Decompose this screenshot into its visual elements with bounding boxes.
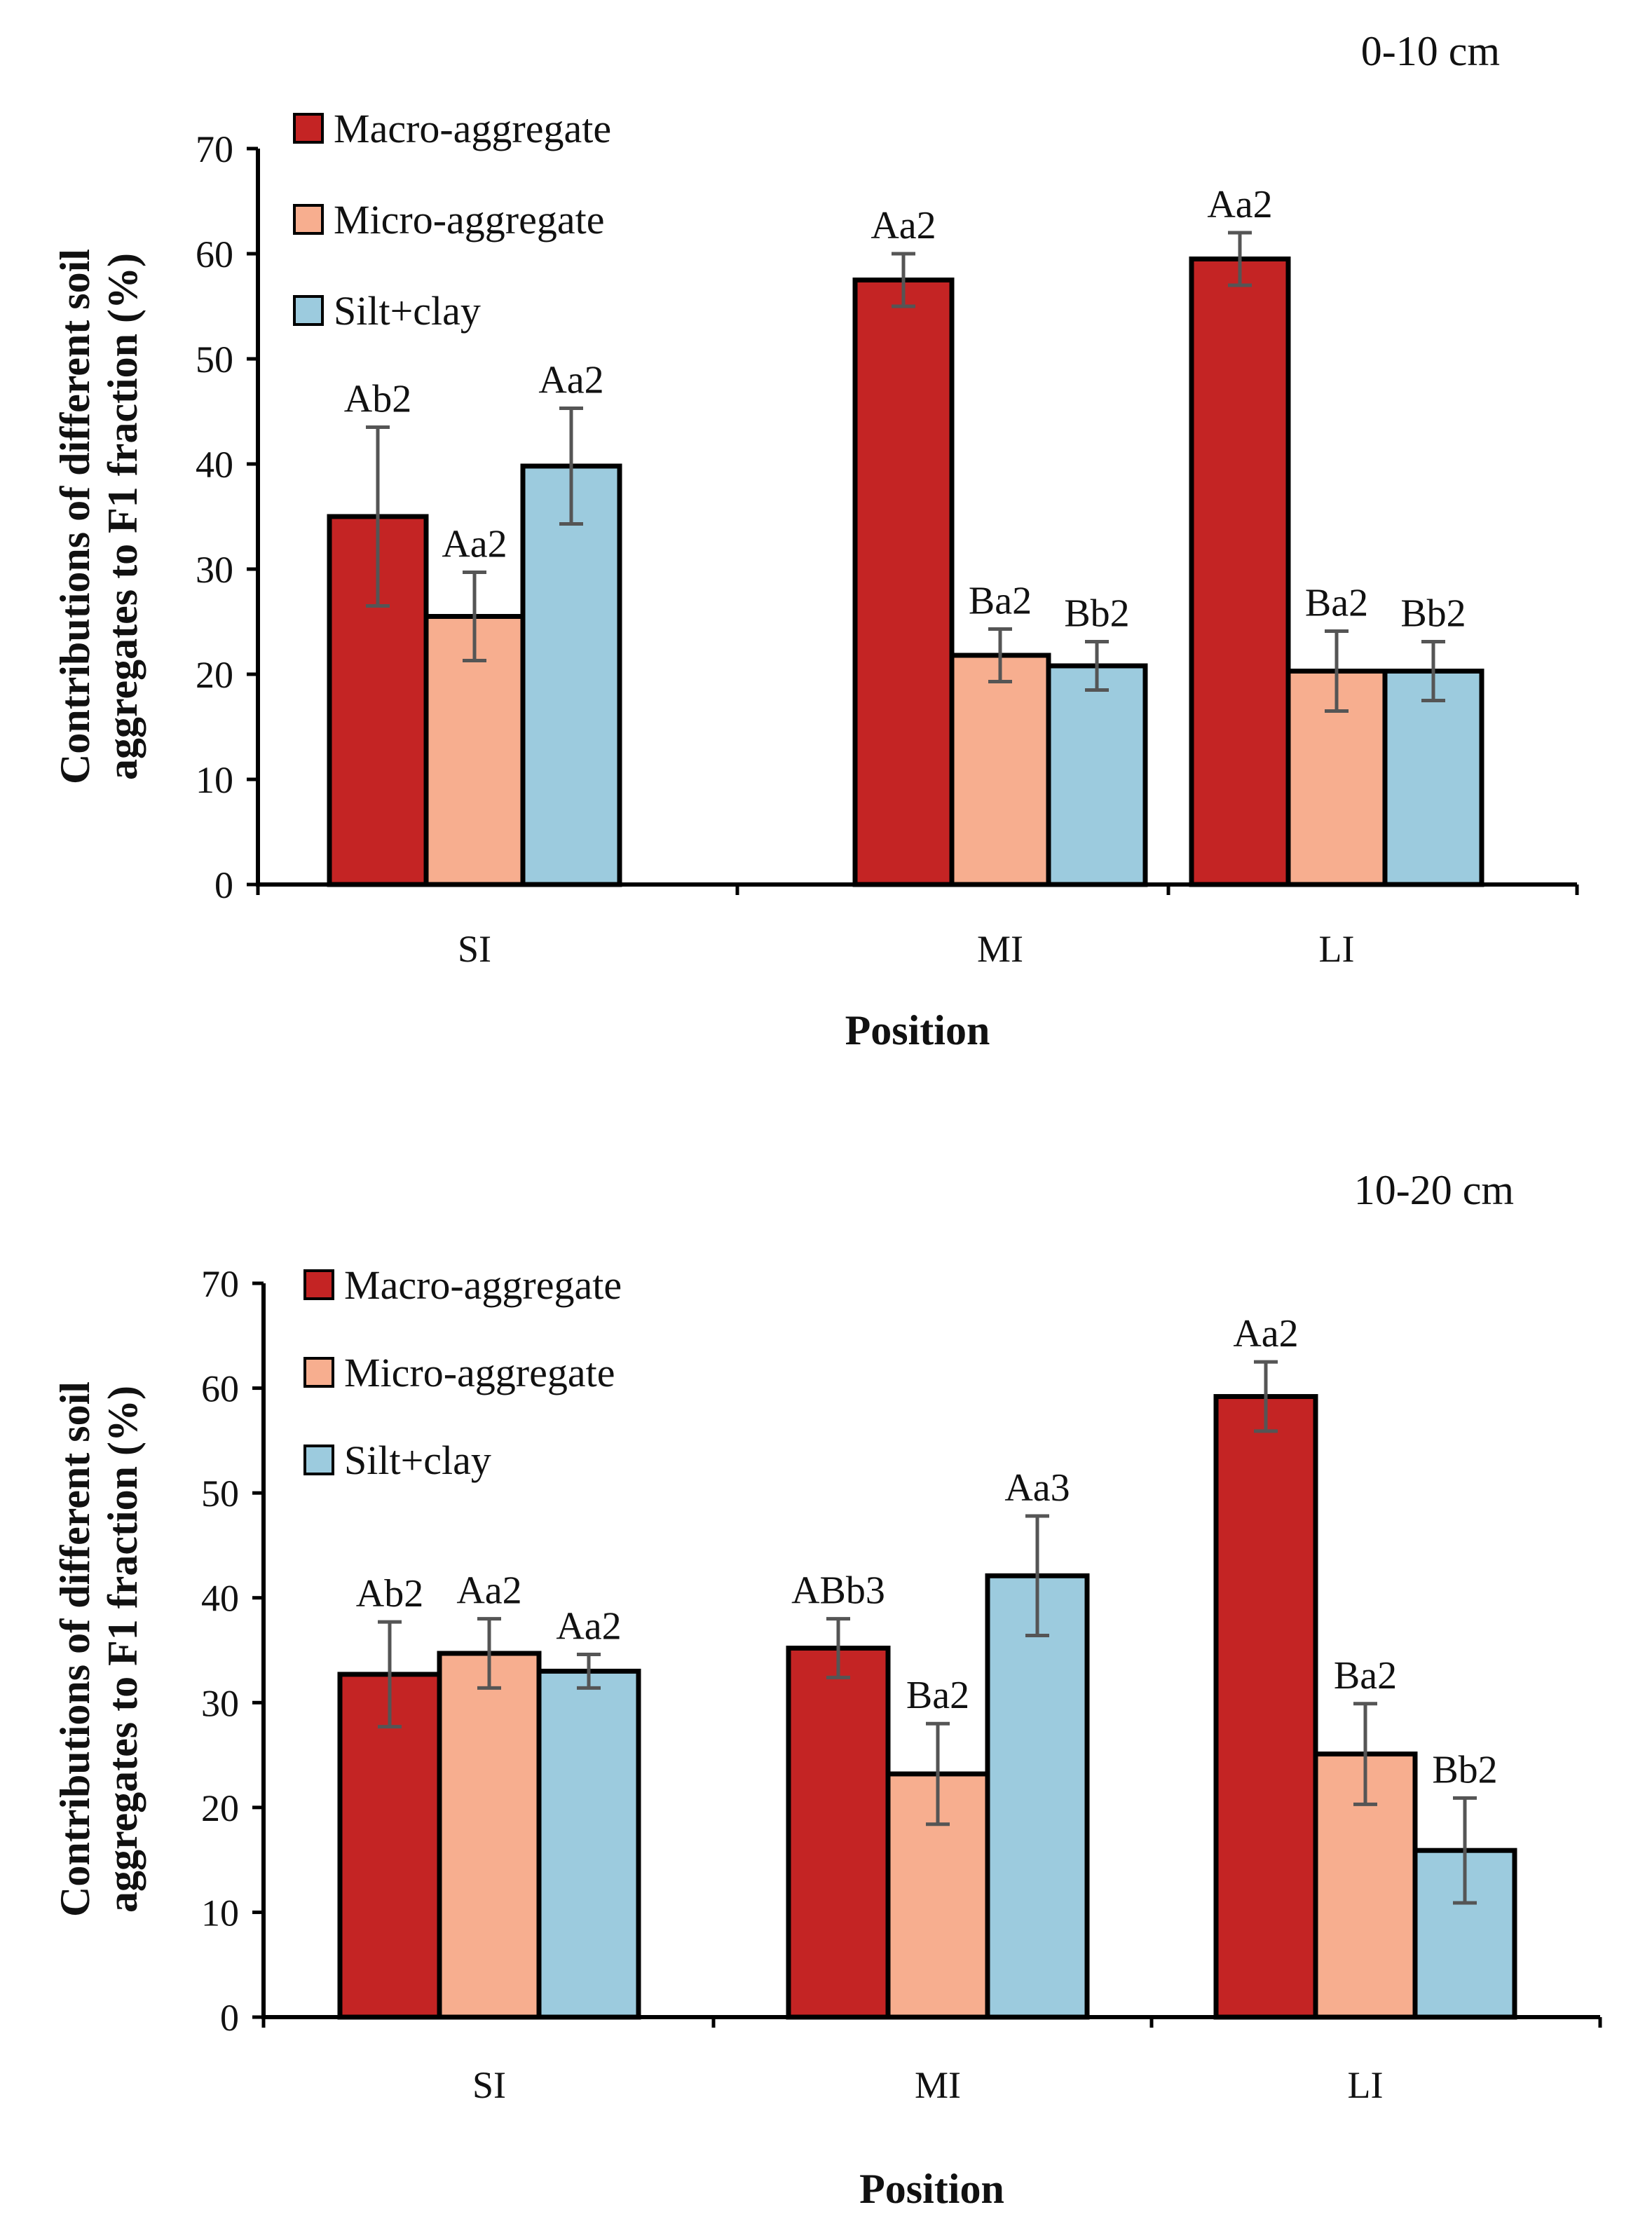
y-tick-label: 0 [220,1997,239,2039]
significance-label: Aa2 [442,523,507,566]
significance-label: Aa2 [1233,1312,1298,1355]
significance-label: Aa2 [1207,183,1272,226]
legend-swatch [293,204,324,235]
y-tick-label: 70 [196,128,233,170]
y-tick-label: 20 [201,1787,239,1829]
bar-LI-macro-aggregate [1189,257,1291,887]
bar-MI-micro-aggregate [949,653,1051,887]
significance-label: Aa2 [456,1569,521,1613]
bar-SI-silt-clay [520,463,622,887]
y-tick-label: 40 [201,1578,239,1620]
y-tick-label: 50 [196,339,233,381]
x-axis-title: Position [845,1007,990,1053]
bar-MI-macro-aggregate [786,1646,891,2020]
legend-label: Silt+clay [334,288,481,334]
legend-swatch [303,1357,334,1388]
legend-label: Micro-aggregate [334,197,604,243]
y-tick-label: 20 [196,654,233,696]
y-axis-title-line: aggregates to F1 fraction (%) [100,253,146,780]
significance-label: Bb2 [1400,592,1466,636]
bar-LI-macro-aggregate [1213,1394,1318,2020]
bar-SI-micro-aggregate [437,1651,542,2020]
y-axis-title-line: aggregates to F1 fraction (%) [100,1386,146,1913]
y-tick-label: 40 [196,444,233,486]
y-axis-title: Contributions of different soilaggregate… [52,1381,146,1917]
significance-label: Ab2 [344,378,411,421]
x-tick-label: SI [472,2064,506,2106]
legend-swatch [303,1269,334,1300]
significance-label: Ba2 [1334,1654,1397,1698]
significance-label: ABb3 [791,1569,885,1613]
depth-label: 0-10 cm [1361,28,1500,74]
significance-label: Ba2 [1305,582,1368,625]
y-tick-label: 50 [201,1473,239,1515]
y-tick-label: 70 [201,1263,239,1305]
significance-label: Ba2 [969,580,1032,623]
bar-SI-silt-clay [536,1668,641,2020]
x-tick-label: LI [1348,2064,1384,2106]
y-axis-title-line: Contributions of different soil [52,249,98,784]
legend-label: Micro-aggregate [344,1350,615,1395]
legend-label: Silt+clay [344,1438,491,1483]
y-tick-label: 10 [196,759,233,801]
legend-swatch [303,1445,334,1475]
y-tick-label: 30 [196,549,233,591]
legend-swatch [293,113,324,144]
depth-label: 10-20 cm [1354,1167,1514,1213]
significance-label: Bb2 [1064,592,1129,636]
legend-label: Macro-aggregate [344,1262,622,1308]
significance-label: Aa2 [871,204,936,247]
x-tick-label: LI [1319,928,1355,970]
significance-label: Ab2 [356,1572,423,1616]
significance-label: Aa2 [538,359,603,402]
y-tick-label: 30 [201,1682,239,1724]
x-tick-label: SI [458,928,491,970]
significance-label: Aa3 [1004,1466,1070,1510]
y-tick-label: 60 [201,1368,239,1410]
y-axis-title-line: Contributions of different soil [52,1381,98,1917]
bar-MI-silt-clay [1046,663,1148,887]
x-axis-title: Position [859,2166,1004,2212]
chart-10-20cm: 10-20 cm Ab2 ABb3 Aa2 Aa2 Ba2 Ba2 Aa2 Aa3 Bb2 0 10 2… [52,1167,1602,2212]
significance-label: Ba2 [906,1674,969,1717]
legend-label: Macro-aggregate [334,106,611,151]
y-tick-label: 60 [196,233,233,275]
significance-label: Aa2 [556,1604,621,1648]
bar-MI-macro-aggregate [852,278,955,887]
chart-0-10cm: 0-10 cm Ab2 Aa2 Aa2 Aa2 Ba2 Ba2 Aa2 Bb2 Bb2 0 10 20 3… [52,28,1579,1053]
significance-label: Bb2 [1432,1748,1497,1791]
legend-swatch [293,295,324,326]
y-axis-title: Contributions of different soilaggregate… [52,249,146,784]
bar-LI-silt-clay [1382,669,1484,887]
y-tick-label: 10 [201,1892,239,1934]
y-tick-label: 0 [214,864,233,906]
bar-MI-silt-clay [985,1573,1090,2020]
x-tick-label: MI [977,928,1023,970]
x-tick-label: MI [915,2064,961,2106]
